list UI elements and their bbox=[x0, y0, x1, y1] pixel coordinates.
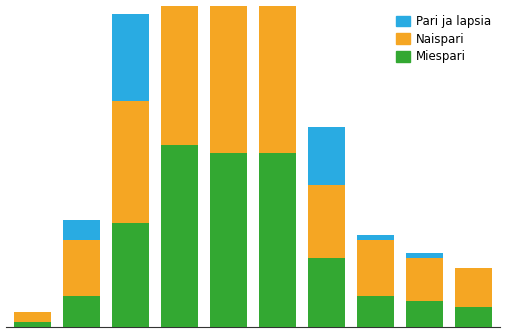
Bar bbox=[259, 154, 295, 327]
Bar bbox=[112, 14, 148, 101]
Bar bbox=[63, 219, 99, 240]
Bar bbox=[161, 145, 197, 327]
Bar bbox=[406, 253, 442, 258]
Bar bbox=[210, 0, 246, 154]
Bar bbox=[308, 185, 344, 258]
Bar bbox=[406, 258, 442, 301]
Bar bbox=[357, 235, 393, 240]
Bar bbox=[112, 101, 148, 223]
Legend: Pari ja lapsia, Naispari, Miespari: Pari ja lapsia, Naispari, Miespari bbox=[391, 11, 493, 67]
Bar bbox=[14, 322, 51, 327]
Bar bbox=[308, 127, 344, 185]
Bar bbox=[406, 301, 442, 327]
Bar bbox=[259, 0, 295, 154]
Bar bbox=[454, 268, 491, 307]
Bar bbox=[63, 296, 99, 327]
Bar bbox=[357, 240, 393, 296]
Bar bbox=[112, 223, 148, 327]
Bar bbox=[63, 240, 99, 296]
Bar bbox=[308, 258, 344, 327]
Bar bbox=[210, 154, 246, 327]
Bar bbox=[14, 312, 51, 322]
Bar bbox=[161, 0, 197, 145]
Bar bbox=[454, 307, 491, 327]
Bar bbox=[357, 296, 393, 327]
